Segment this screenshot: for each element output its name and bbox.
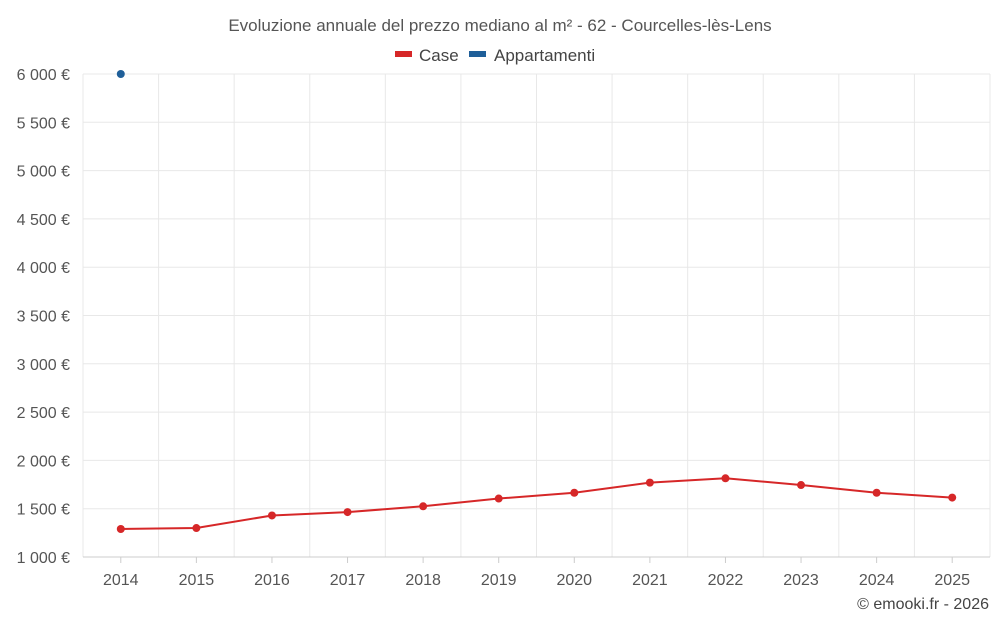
x-tick-label: 2016 — [254, 572, 290, 589]
y-tick-label: 3 500 € — [17, 309, 70, 326]
legend-item-case[interactable]: Case — [395, 46, 459, 65]
legend-swatch-appartamenti — [469, 51, 486, 57]
series-line-case — [120, 477, 953, 530]
legend-label-appartamenti: Appartamenti — [494, 46, 595, 65]
y-tick-label: 5 000 € — [17, 164, 70, 181]
data-point-case[interactable] — [570, 488, 579, 497]
grid — [82, 73, 991, 558]
y-tick-label: 5 500 € — [17, 115, 70, 132]
data-point-case[interactable] — [948, 493, 957, 502]
legend: Case Appartamenti — [395, 46, 595, 65]
data-point-appartamenti[interactable] — [116, 70, 125, 78]
data-point-case[interactable] — [192, 524, 201, 533]
data-point-case[interactable] — [872, 488, 881, 497]
data-point-case[interactable] — [116, 524, 125, 533]
x-tick-label: 2025 — [934, 572, 970, 589]
x-tick-label: 2024 — [859, 572, 895, 589]
credit-text: © emooki.fr - 2026 — [857, 596, 989, 613]
x-tick-label: 2021 — [632, 572, 668, 589]
chart-title: Evoluzione annuale del prezzo mediano al… — [228, 16, 771, 35]
y-tick-label: 3 000 € — [17, 357, 70, 374]
plot-area — [116, 70, 957, 533]
data-point-case[interactable] — [645, 478, 654, 487]
series-appartamenti — [116, 70, 125, 78]
y-tick-label: 1 500 € — [17, 502, 70, 519]
y-tick-label: 2 000 € — [17, 453, 70, 470]
data-point-case[interactable] — [721, 474, 730, 483]
x-tick-label: 2018 — [405, 572, 441, 589]
x-tick-label: 2022 — [708, 572, 744, 589]
series-case — [116, 474, 957, 533]
y-tick-label: 6 000 € — [17, 67, 70, 84]
axes: 1 000 € 1 500 € 2 000 € 2 500 € 3 000 € 3 500… — [17, 67, 990, 589]
y-tick-label: 2 500 € — [17, 405, 70, 422]
data-point-case[interactable] — [343, 508, 352, 517]
y-tick-label: 4 000 € — [17, 260, 70, 277]
x-tick-label: 2020 — [556, 572, 592, 589]
y-tick-label: 1 000 € — [17, 550, 70, 567]
data-point-case[interactable] — [797, 481, 806, 490]
x-tick-label: 2019 — [481, 572, 517, 589]
x-tick-label: 2014 — [103, 572, 139, 589]
x-tick-label: 2015 — [179, 572, 215, 589]
legend-item-appartamenti[interactable]: Appartamenti — [469, 46, 595, 65]
data-point-case[interactable] — [494, 494, 503, 503]
data-point-case[interactable] — [419, 502, 428, 511]
y-tick-label: 4 500 € — [17, 212, 70, 229]
data-point-case[interactable] — [267, 511, 276, 520]
legend-swatch-case — [395, 51, 412, 57]
legend-label-case: Case — [419, 46, 459, 65]
x-tick-label: 2023 — [783, 572, 819, 589]
x-tick-label: 2017 — [330, 572, 366, 589]
